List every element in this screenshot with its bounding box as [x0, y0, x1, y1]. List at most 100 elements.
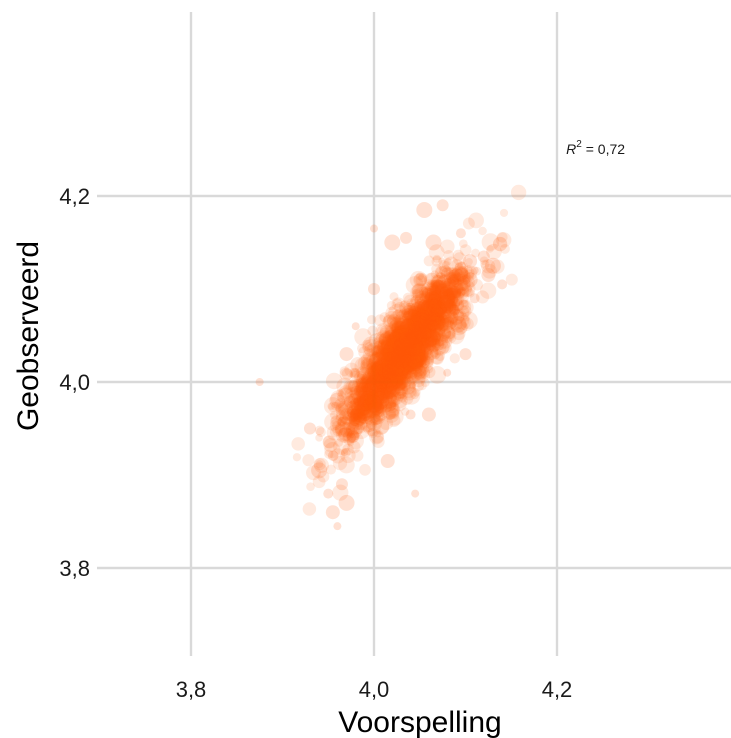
scatter-point	[383, 351, 395, 363]
scatter-point	[399, 357, 414, 373]
scatter-point	[428, 289, 443, 304]
scatter-point	[382, 366, 398, 382]
scatter-point	[346, 439, 355, 447]
scatter-point	[360, 383, 376, 399]
scatter-point	[432, 334, 449, 350]
scatter-point	[434, 306, 446, 317]
scatter-point	[431, 317, 441, 327]
scatter-point	[401, 383, 417, 399]
scatter-point	[402, 357, 417, 372]
scatter-point	[452, 278, 462, 289]
scatter-point	[350, 398, 364, 412]
scatter-point	[375, 382, 385, 393]
scatter-point	[424, 338, 437, 351]
scatter-point	[448, 304, 460, 316]
scatter-point	[396, 389, 407, 399]
scatter-point	[395, 332, 405, 342]
scatter-point	[404, 347, 423, 366]
scatter-point	[419, 306, 433, 320]
scatter-point	[436, 316, 451, 331]
scatter-point	[436, 296, 446, 306]
scatter-point	[446, 271, 460, 285]
scatter-point	[393, 329, 407, 343]
scatter-point	[352, 390, 368, 406]
scatter-point	[372, 360, 387, 374]
scatter-point	[388, 382, 400, 393]
scatter-point	[387, 356, 401, 371]
scatter-point	[430, 274, 444, 288]
scatter-point	[395, 379, 406, 391]
scatter-point	[359, 374, 376, 391]
scatter-point	[378, 367, 390, 380]
scatter-point	[379, 343, 392, 356]
scatter-point	[422, 354, 433, 365]
scatter-point	[390, 391, 408, 409]
scatter-point	[368, 378, 378, 388]
scatter-point	[395, 357, 411, 373]
scatter-point	[360, 353, 375, 367]
scatter-point	[383, 369, 396, 382]
scatter-point	[421, 371, 429, 380]
scatter-point	[365, 380, 377, 392]
scatter-point	[457, 273, 467, 283]
scatter-point	[356, 343, 367, 354]
scatter-point	[366, 360, 378, 372]
scatter-point	[393, 340, 409, 355]
scatter-point	[423, 315, 435, 327]
scatter-point	[397, 360, 411, 374]
scatter-point	[357, 404, 370, 417]
scatter-point	[409, 351, 424, 366]
scatter-point	[378, 335, 393, 350]
scatter-point	[397, 321, 415, 338]
scatter-point	[405, 356, 419, 371]
scatter-point	[350, 382, 363, 396]
scatter-point	[339, 367, 353, 381]
scatter-point	[423, 347, 432, 357]
scatter-point	[348, 392, 359, 403]
scatter-point	[462, 217, 475, 230]
scatter-point	[399, 356, 412, 369]
scatter-point	[423, 318, 438, 333]
scatter-point	[311, 462, 328, 479]
scatter-point	[414, 308, 430, 324]
scatter-point	[393, 338, 408, 354]
scatter-point	[412, 352, 431, 370]
scatter-point	[409, 345, 420, 356]
scatter-point	[353, 423, 364, 434]
scatter-point	[390, 375, 400, 385]
scatter-point	[406, 340, 424, 357]
scatter-point	[398, 361, 413, 376]
scatter-point	[373, 369, 386, 382]
scatter-point	[389, 349, 399, 359]
scatter-point	[390, 336, 405, 351]
scatter-point	[497, 279, 508, 290]
scatter-point	[392, 325, 406, 339]
scatter-point	[445, 311, 459, 324]
scatter-point	[394, 350, 411, 367]
scatter-point	[424, 304, 441, 321]
scatter-point	[463, 267, 475, 280]
scatter-point	[411, 317, 425, 330]
scatter-point	[424, 305, 432, 313]
scatter-point	[423, 365, 436, 379]
scatter-point	[363, 385, 376, 399]
scatter-point	[414, 293, 431, 310]
scatter-point	[398, 334, 413, 348]
scatter-point	[417, 332, 430, 345]
scatter-point	[368, 283, 380, 295]
scatter-point	[389, 331, 402, 344]
x-axis-title: Voorspelling	[338, 706, 501, 738]
scatter-point	[363, 402, 374, 413]
scatter-point	[398, 337, 410, 350]
scatter-point	[384, 367, 396, 380]
scatter-point	[433, 299, 441, 307]
scatter-point	[418, 343, 433, 358]
scatter-point	[411, 305, 424, 318]
scatter-point	[400, 333, 413, 345]
scatter-point	[413, 324, 427, 338]
scatter-point	[407, 344, 420, 357]
scatter-point	[386, 381, 398, 393]
scatter-point	[371, 391, 384, 404]
scatter-point	[394, 308, 403, 317]
scatter-point	[388, 332, 405, 348]
